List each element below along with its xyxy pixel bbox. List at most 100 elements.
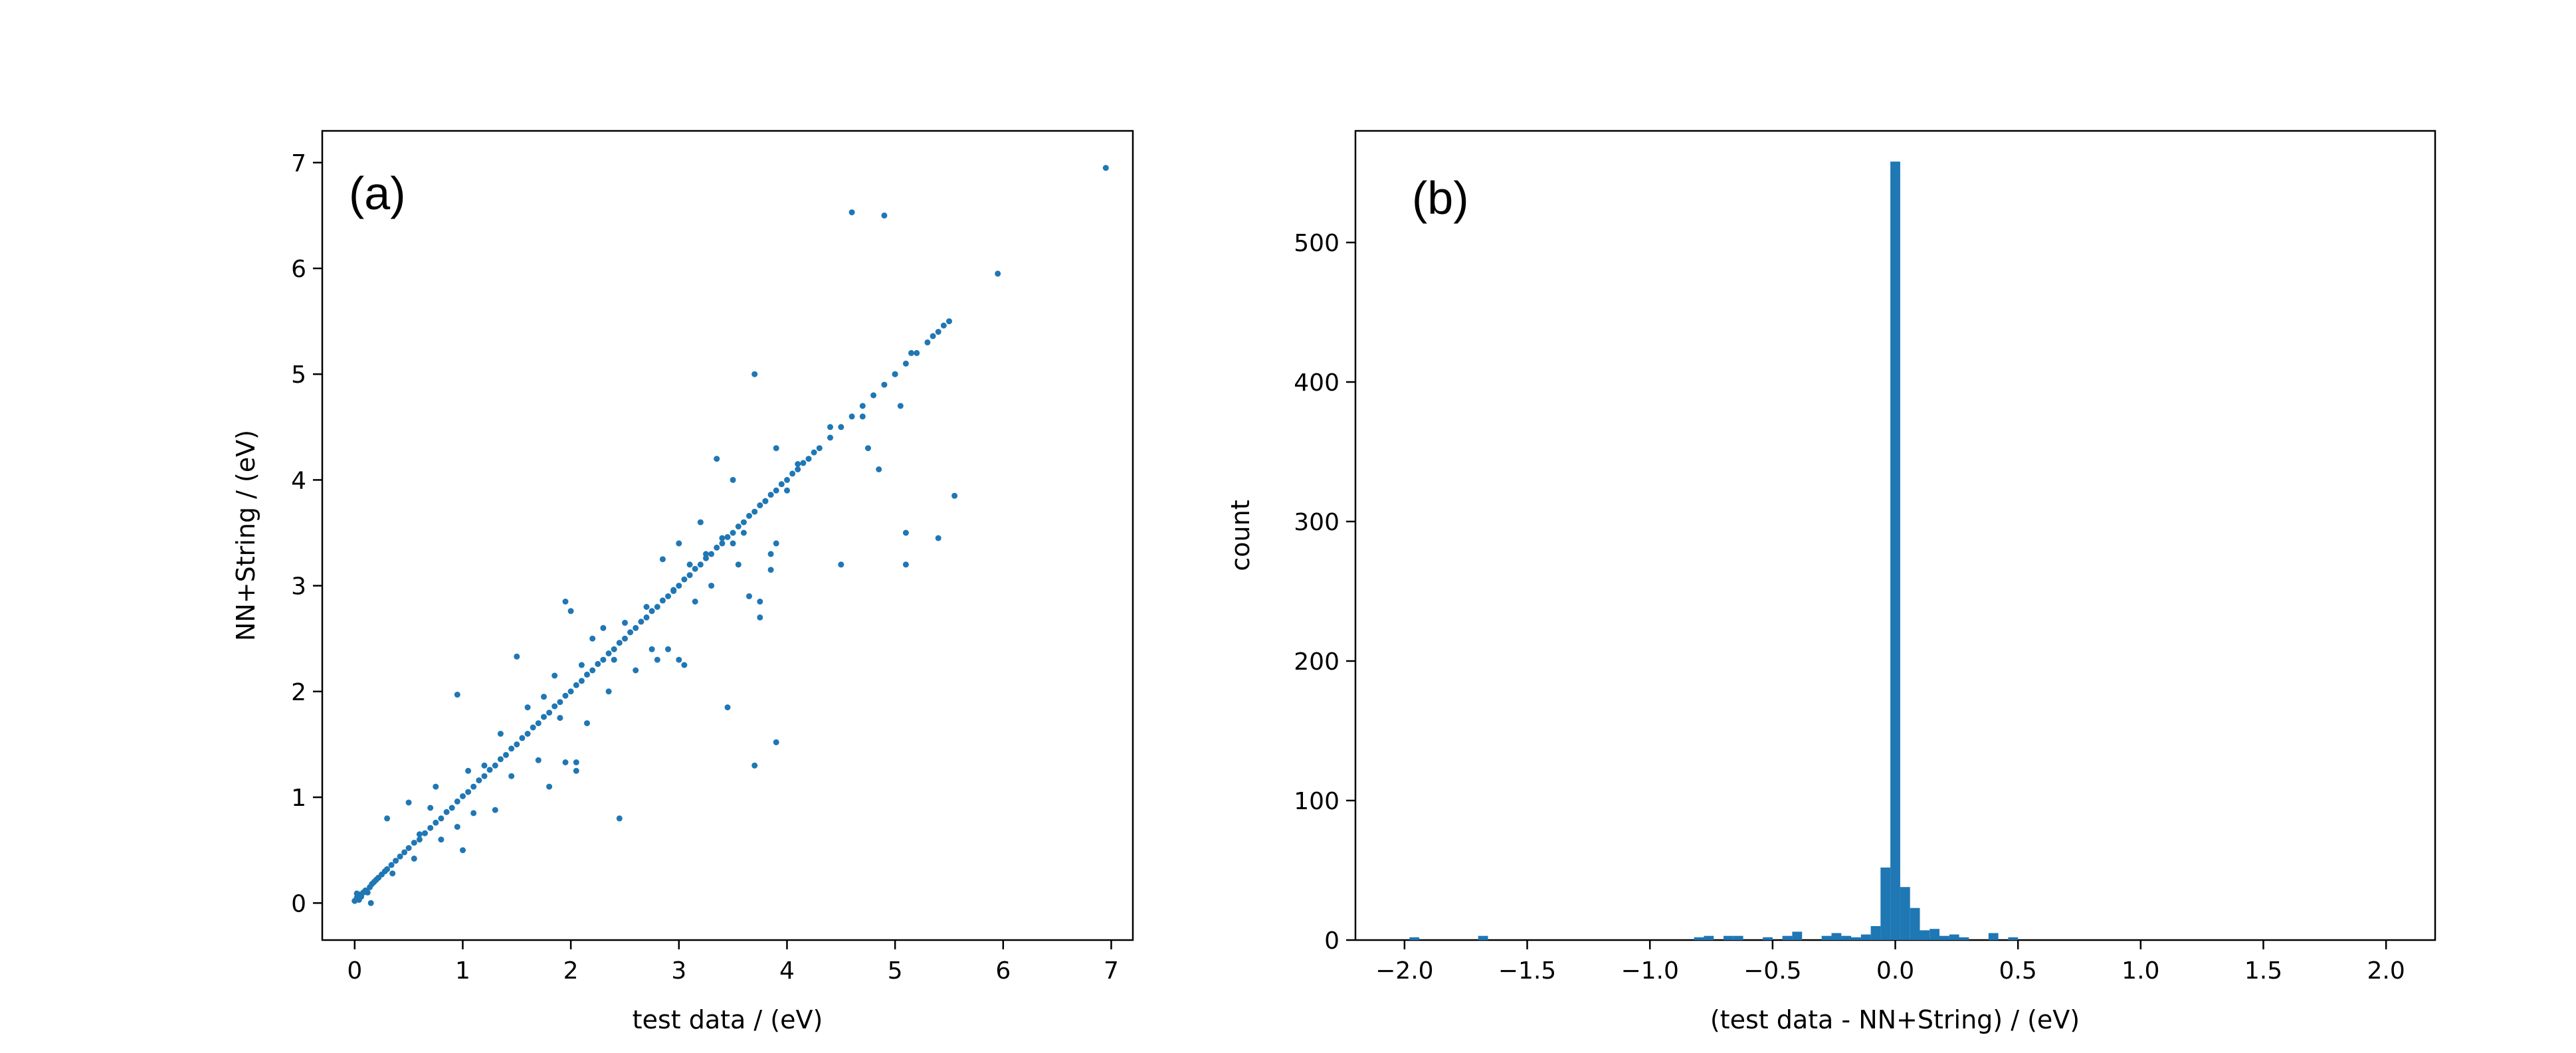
scatter-point (746, 593, 752, 599)
scatter-point (746, 513, 752, 519)
scatter-point (367, 900, 374, 906)
scatter-point (676, 583, 682, 589)
scatter-point (724, 533, 731, 540)
scatter-point (805, 456, 812, 462)
scatter-point (767, 551, 774, 557)
scatter-y-tick-label: 3 (291, 573, 306, 601)
histogram-y-ticks: 0 100 200 300 400 500 (1294, 230, 1355, 955)
scatter-y-ticks: 0 1 2 3 4 5 6 7 (291, 150, 322, 917)
histogram-y-tick-label: 100 (1294, 788, 1339, 815)
scatter-point (481, 773, 488, 779)
scatter-y-axis-label: NN+String / (eV) (231, 430, 260, 641)
scatter-point (827, 424, 833, 431)
scatter-x-axis-label: test data / (eV) (633, 1005, 823, 1034)
scatter-point (692, 565, 698, 572)
scatter-y-tick-label: 5 (291, 361, 306, 389)
histogram-bar (1890, 161, 1900, 941)
scatter-point (578, 662, 585, 668)
histogram-bar (1704, 935, 1714, 940)
histogram-x-tick-label: −1.5 (1498, 957, 1556, 985)
histogram-x-tick-label: 0.5 (1999, 957, 2037, 985)
scatter-point (719, 535, 726, 541)
scatter-point (519, 735, 526, 741)
scatter-point (605, 688, 612, 695)
scatter-point (578, 678, 585, 684)
scatter-point (508, 773, 515, 779)
scatter-point (530, 724, 536, 731)
histogram-bar (1841, 935, 1852, 940)
scatter-point (778, 481, 785, 488)
scatter-point (397, 853, 403, 860)
scatter-point (757, 614, 763, 621)
scatter-point (384, 815, 391, 822)
scatter-point (767, 567, 774, 573)
scatter-point (427, 805, 434, 811)
histogram-y-tick-label: 400 (1294, 369, 1339, 397)
scatter-point (951, 492, 958, 499)
scatter-y-tick-label: 6 (291, 256, 306, 283)
scatter-point (881, 381, 888, 388)
scatter-point (454, 692, 460, 698)
scatter-point (665, 593, 671, 599)
scatter-point (773, 445, 779, 452)
scatter-point (762, 498, 769, 504)
scatter-point (703, 555, 709, 561)
scatter-point (773, 540, 779, 547)
scatter-point (524, 731, 531, 737)
histogram-bar (1959, 937, 1969, 940)
scatter-point (411, 855, 417, 862)
histogram-y-tick-label: 300 (1294, 509, 1339, 536)
histogram-y-tick-label: 0 (1324, 927, 1339, 955)
scatter-axes-frame (321, 130, 1134, 941)
scatter-point (454, 798, 460, 805)
scatter-point (562, 599, 569, 605)
scatter-point (995, 270, 1001, 277)
histogram-bar (1920, 930, 1930, 940)
scatter-point (892, 371, 898, 377)
scatter-point (800, 460, 807, 466)
scatter-point (703, 551, 709, 557)
histogram-x-tick-label: 0.0 (1876, 957, 1914, 985)
scatter-point (514, 741, 520, 747)
scatter-point (492, 807, 498, 813)
scatter-point (811, 449, 817, 456)
scatter-point (643, 614, 650, 621)
scatter-point (686, 572, 693, 579)
scatter-point (902, 529, 909, 536)
scatter-point (643, 604, 650, 610)
scatter-point (364, 889, 371, 896)
scatter-point (584, 671, 590, 678)
scatter-point (735, 524, 742, 529)
scatter-point (924, 339, 931, 345)
scatter-point (659, 556, 666, 563)
scatter-point (859, 413, 866, 420)
scatter-point (902, 360, 909, 367)
scatter-y-tick-label: 4 (291, 467, 306, 494)
scatter-point (416, 836, 423, 843)
scatter-point (648, 608, 655, 615)
scatter-point (433, 783, 439, 790)
scatter-point (676, 540, 682, 547)
histogram-x-tick-label: 2.0 (2367, 957, 2405, 985)
scatter-point (676, 656, 682, 663)
scatter-point (616, 815, 623, 822)
scatter-point (865, 445, 871, 452)
scatter-point (524, 704, 531, 711)
histogram-panel: −2.0 −1.5 −1.0 −0.5 0.0 0.5 1.0 1.5 2.0 0 100 200 3… (1226, 130, 2436, 1034)
scatter-point (638, 619, 644, 625)
scatter-point (595, 660, 601, 667)
scatter-point (648, 646, 655, 652)
scatter-point (686, 561, 693, 568)
scatter-point (573, 767, 579, 774)
histogram-bar (1930, 929, 1939, 940)
scatter-point (751, 371, 758, 377)
scatter-point (492, 762, 498, 769)
scatter-point (443, 809, 450, 815)
scatter-point (454, 824, 460, 830)
scatter-point (616, 640, 623, 646)
scatter-point (584, 720, 590, 727)
scatter-point (438, 836, 445, 843)
histogram-bar (1939, 935, 1949, 940)
scatter-point (697, 561, 704, 568)
histogram-bar (1724, 935, 1734, 940)
